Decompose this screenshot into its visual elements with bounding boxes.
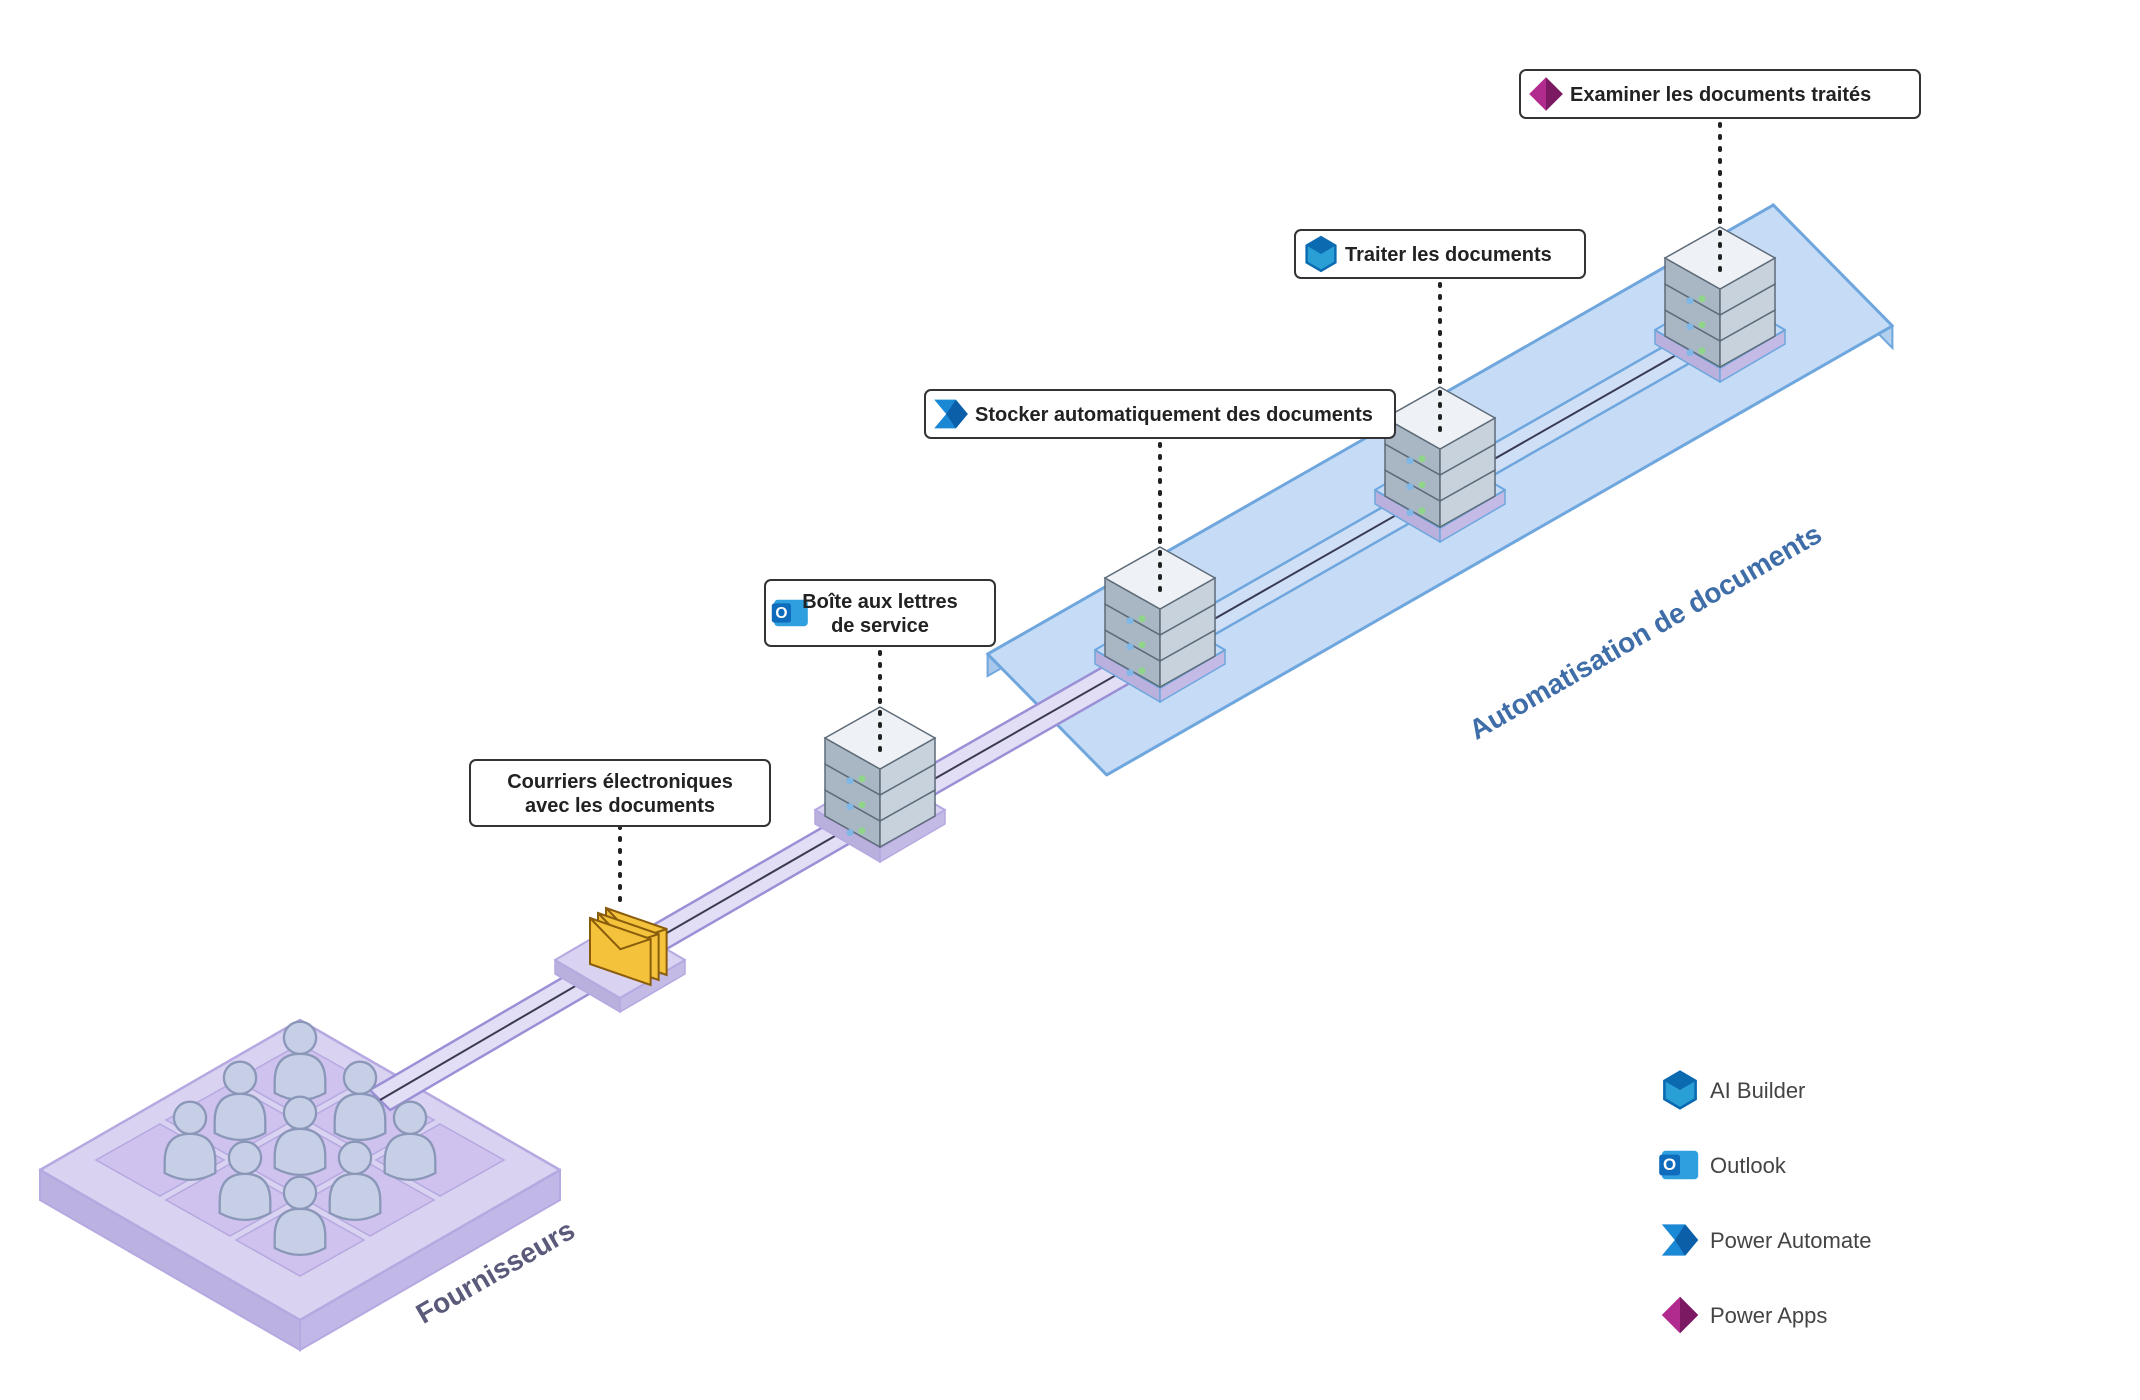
svg-text:O: O <box>775 605 787 622</box>
store-server-led <box>1139 641 1146 648</box>
store-label-line1: Stocker automatiquement des documents <box>975 404 1373 426</box>
review-label-line1: Examiner les documents traités <box>1570 84 1871 106</box>
ai-builder-icon <box>1307 237 1336 271</box>
mailbox-server-led <box>847 829 854 836</box>
store-server-led <box>1139 667 1146 674</box>
review-server-led <box>1687 323 1694 330</box>
review-server-led <box>1699 321 1706 328</box>
power-automate-icon <box>1662 1224 1698 1255</box>
store-server-led <box>1127 617 1134 624</box>
process-server-led <box>1419 507 1426 514</box>
process-server-led <box>1407 457 1414 464</box>
process-server-led <box>1419 455 1426 462</box>
mailbox-server-led <box>847 777 854 784</box>
mailbox-server-led <box>859 775 866 782</box>
mailbox-server-led <box>859 827 866 834</box>
process-server-led <box>1419 481 1426 488</box>
emails-label-line1: Courriers électroniques <box>507 771 733 793</box>
review-server-led <box>1699 295 1706 302</box>
store-server-led <box>1127 643 1134 650</box>
legend-ai-builder-label: AI Builder <box>1710 1078 1805 1103</box>
store-server-led <box>1127 669 1134 676</box>
outlook-icon: O <box>1659 1151 1698 1180</box>
power-apps-icon <box>1662 1297 1698 1333</box>
automation-label: Automatisation de documents <box>1464 518 1827 746</box>
legend-power-automate-label: Power Automate <box>1710 1228 1871 1253</box>
svg-text:O: O <box>1663 1155 1676 1174</box>
review-server-led <box>1687 297 1694 304</box>
mailbox-label-line2: de service <box>831 615 929 637</box>
mailbox-server-led <box>859 801 866 808</box>
legend-power-apps-label: Power Apps <box>1710 1303 1827 1328</box>
process-server-led <box>1407 509 1414 516</box>
review-server-led <box>1699 347 1706 354</box>
mailbox-label-line1: Boîte aux lettres <box>802 591 958 613</box>
store-server-led <box>1139 615 1146 622</box>
review-server-led <box>1687 349 1694 356</box>
process-server-led <box>1407 483 1414 490</box>
process-label-line1: Traiter les documents <box>1345 244 1552 266</box>
emails-label-line2: avec les documents <box>525 795 715 817</box>
legend-outlook-label: Outlook <box>1710 1153 1787 1178</box>
mailbox-server-led <box>847 803 854 810</box>
ai-builder-icon <box>1664 1072 1695 1108</box>
